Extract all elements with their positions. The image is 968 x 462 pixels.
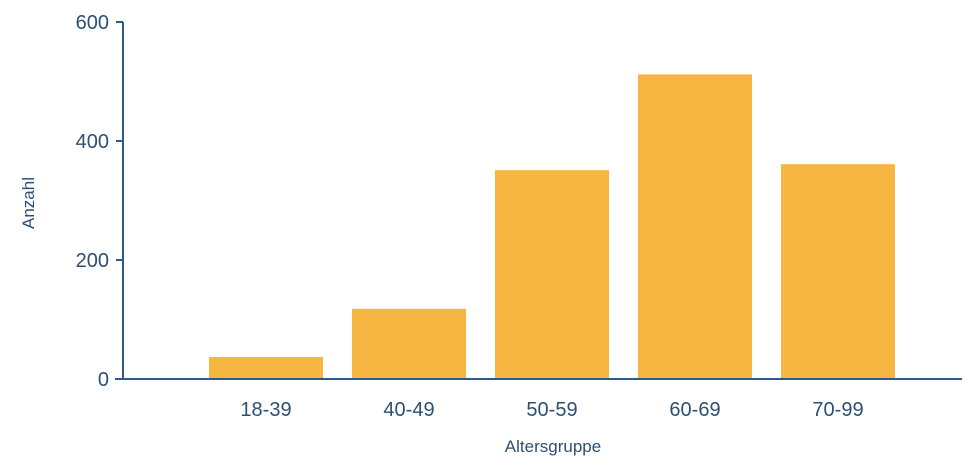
y-tick-label: 400 xyxy=(76,131,109,153)
x-tick-label: 70-99 xyxy=(812,399,863,421)
bar-60-69 xyxy=(638,74,752,380)
bar-50-59 xyxy=(495,170,609,379)
x-tick-label: 50-59 xyxy=(526,399,577,421)
y-tick-label: 0 xyxy=(98,369,109,391)
x-tick-label: 40-49 xyxy=(383,399,434,421)
x-tick-label: 18-39 xyxy=(240,399,291,421)
y-axis: 0 200 400 600 xyxy=(76,12,124,391)
x-tick-label: 60-69 xyxy=(669,399,720,421)
bar-18-39 xyxy=(209,356,323,379)
x-axis-title: Altersgruppe xyxy=(505,437,601,456)
bars-group xyxy=(209,74,895,380)
y-tick-label: 200 xyxy=(76,250,109,272)
bar-40-49 xyxy=(352,308,466,379)
y-axis-title: Anzahl xyxy=(19,177,38,229)
y-tick-label: 600 xyxy=(76,12,109,34)
x-axis: 18-39 40-49 50-59 60-69 70-99 xyxy=(115,378,962,421)
bar-70-99 xyxy=(781,164,895,379)
